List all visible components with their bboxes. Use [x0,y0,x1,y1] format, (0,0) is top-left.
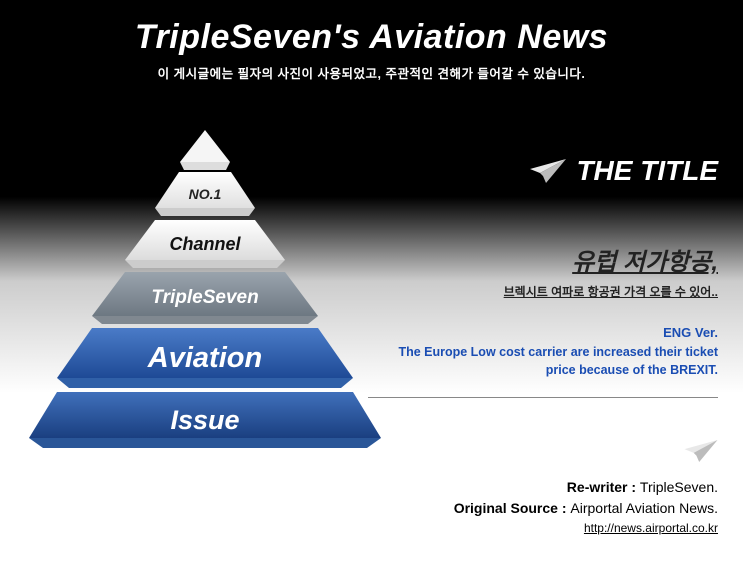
title-row: THE TITLE [368,155,718,187]
pyramid-layer-0 [180,130,230,170]
pyramid-label-2: Channel [169,234,240,255]
pyramid-edge-0 [180,162,230,170]
source-url[interactable]: http://news.airportal.co.kr [454,519,718,537]
pyramid-layer-3: TripleSeven [92,272,318,324]
subtitle: 이 게시글에는 필자의 사진이 사용되었고, 주관적인 견해가 들어갈 수 있습… [0,63,743,82]
paper-plane-icon [530,159,566,183]
pyramid-label-4: Aviation [148,342,262,375]
pyramid: NO.1 Channel TripleSeven Aviation [35,130,375,490]
rewriter-name: TripleSeven. [640,479,718,495]
pyramid-layer-2: Channel [125,220,285,268]
source-line: Original Source : Airportal Aviation New… [454,498,718,519]
source-label: Original Source : [454,500,571,516]
paper-plane-icon [684,440,718,467]
pyramid-layer-1: NO.1 [155,172,255,216]
rewriter-label: Re-writer : [567,479,640,495]
header: TripleSeven's Aviation News 이 게시글에는 필자의 … [0,0,743,82]
divider-line [368,397,718,398]
source-name: Airportal Aviation News. [570,500,718,516]
rewriter-line: Re-writer : TripleSeven. [454,477,718,498]
title-label: THE TITLE [576,155,718,187]
pyramid-layer-5: Issue [29,392,381,448]
eng-description: The Europe Low cost carrier are increase… [368,344,718,379]
headline-sub: 브렉시트 여파로 항공권 가격 오를 수 있어.. [368,283,718,300]
pyramid-layer-4: Aviation [57,328,353,388]
main-title: TripleSeven's Aviation News [0,18,743,57]
pyramid-label-1: NO.1 [189,186,222,202]
eng-version-label: ENG Ver. [368,325,718,340]
headline: 유럽 저가항공, [368,242,718,277]
footer: Re-writer : TripleSeven. Original Source… [454,477,718,537]
pyramid-label-5: Issue [170,405,239,436]
right-section: THE TITLE 유럽 저가항공, 브렉시트 여파로 항공권 가격 오를 수 … [368,155,718,398]
pyramid-face-0 [180,130,230,162]
pyramid-label-3: TripleSeven [151,287,258,309]
